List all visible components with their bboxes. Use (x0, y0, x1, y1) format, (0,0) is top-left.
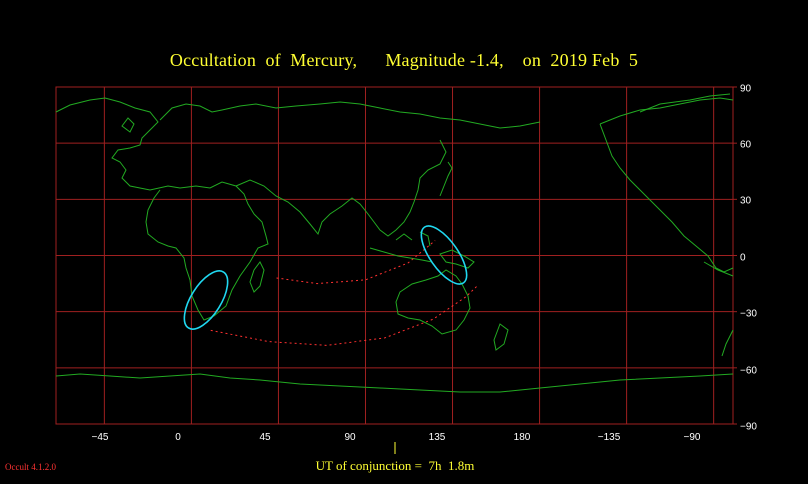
visibility-limit-curve (276, 240, 436, 285)
lon-tick-label: 180 (513, 432, 531, 443)
visibility-limit-curve (210, 285, 479, 346)
africa-visibility-ellipse (183, 270, 229, 330)
lat-tick-label: −60 (740, 365, 757, 377)
arctic-coastline (639, 93, 731, 113)
lon-tick-label: −45 (91, 432, 109, 443)
lon-tick-label: −90 (683, 432, 701, 443)
lon-tick-label: 90 (344, 432, 356, 443)
lon-tick-label: 0 (175, 432, 181, 443)
new-guinea-visibility-ellipse (420, 225, 468, 285)
coastlines (55, 93, 734, 393)
lon-tick-label: 45 (259, 432, 271, 443)
uk-coastline (121, 117, 135, 133)
visibility-limits (210, 240, 479, 346)
lat-tick-label: 60 (740, 139, 752, 151)
madagascar-coastline (249, 261, 265, 293)
eurasia-north-coastline (159, 101, 541, 129)
lon-tick-label: −135 (597, 432, 621, 443)
lat-tick-label: −30 (740, 308, 757, 320)
asia-south-coastline (235, 139, 447, 237)
south-america-coastline (703, 261, 734, 357)
new-zealand-coastline (493, 323, 509, 351)
lon-tick-label: 135 (428, 432, 446, 443)
new-guinea-coastline (439, 249, 475, 269)
software-version-label: Occult 4.1.2.0 (5, 462, 56, 472)
australia-coastline (395, 269, 471, 335)
visibility-region-outlines (183, 225, 468, 330)
conjunction-time-label: UT of conjunction = 7h 1.8m (315, 458, 475, 473)
lat-tick-label: −90 (740, 421, 757, 433)
graticule (56, 86, 737, 425)
north-america-coastline (599, 97, 734, 273)
lat-tick-label: 0 (740, 252, 746, 264)
map-title: Occultation of Mercury, Magnitude -1.4, … (169, 50, 639, 70)
indonesia-coastline (369, 231, 433, 263)
africa-europe-coastline (55, 97, 269, 321)
lat-tick-label: 90 (740, 83, 752, 95)
japan-coastline (439, 161, 453, 197)
antarctica-coastline (55, 373, 734, 393)
lat-tick-label: 30 (740, 195, 752, 207)
